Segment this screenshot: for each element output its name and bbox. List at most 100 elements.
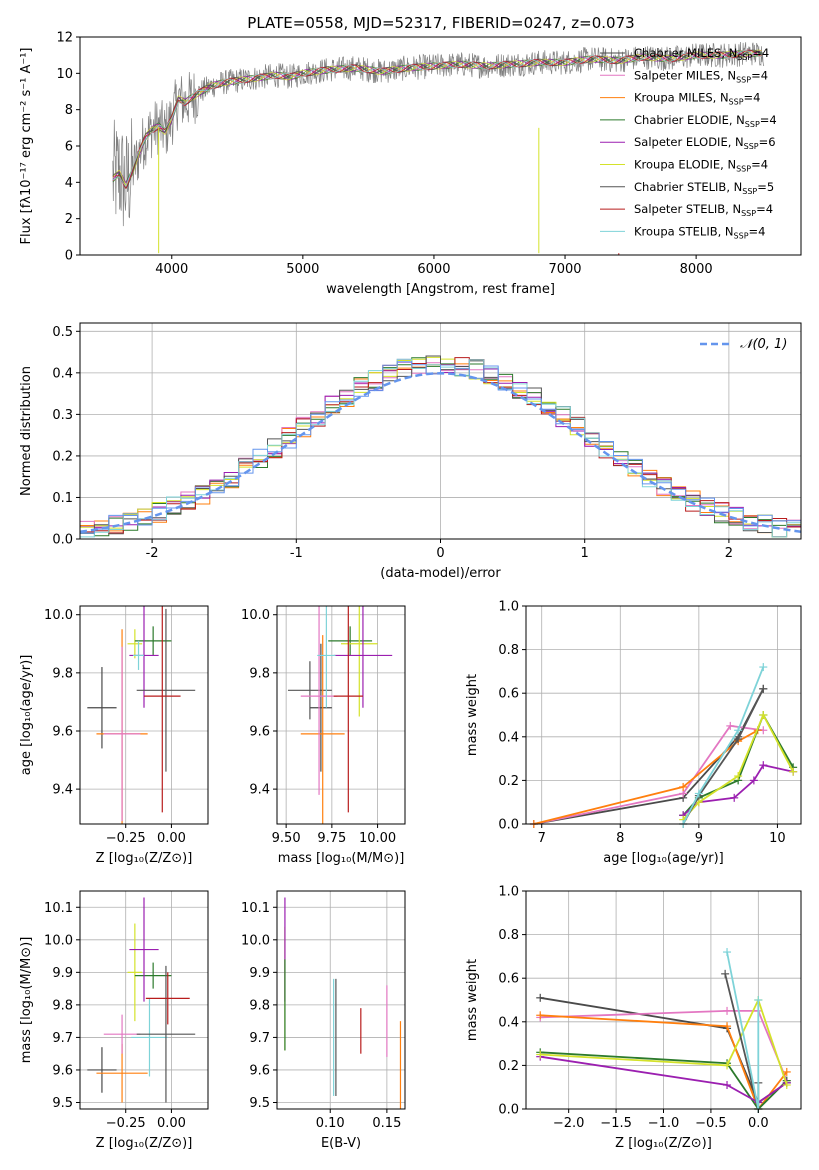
y-tick-label: 0.1 <box>52 491 73 506</box>
massweight-vs-Z-chart: −2.0 −1.5 −1.0 −0.5 0.0 0.0 0.2 0.4 0.6 0.8 1.0 Z [… <box>465 885 802 1151</box>
series-line <box>724 973 760 1110</box>
legend-entry: Chabrier MILES, NSSP=4 <box>634 46 769 62</box>
series-line <box>540 1010 788 1082</box>
x-tick-label: 5000 <box>286 262 319 277</box>
y-tick-label: 0.0 <box>498 1103 519 1118</box>
spectrum-chart: 4000 5000 6000 7000 8000 0 2 4 6 8 10 12 wavelength … <box>19 31 802 297</box>
series-line <box>533 724 764 825</box>
model-line <box>112 50 762 187</box>
legend-entry: Salpeter ELODIE, NSSP=6 <box>634 135 776 151</box>
y-tick-label: 6 <box>65 140 73 155</box>
y-tick-label: 0.2 <box>498 1059 519 1074</box>
y-tick-label: 0.6 <box>498 687 519 702</box>
y-tick-label: 9.5 <box>249 1096 270 1111</box>
y-tick-label: 9.8 <box>249 998 270 1013</box>
y-tick-label: 0.4 <box>498 1015 519 1030</box>
legend-entry: Chabrier ELODIE, NSSP=4 <box>634 113 777 129</box>
x-tick-label: 0.10 <box>316 1116 345 1131</box>
y-tick-label: 0.2 <box>498 774 519 789</box>
model-line <box>112 49 762 189</box>
y-axis-label: Flux [fλ10⁻¹⁷ erg cm⁻² s⁻¹ A⁻¹] <box>19 48 34 245</box>
massweight-vs-age-chart: 7 8 9 10 0.0 0.2 0.4 0.6 0.8 1.0 age [log₁₀(age/yr… <box>465 600 802 866</box>
x-axis-label: mass [log₁₀(M/M⊙)] <box>278 851 405 866</box>
y-tick-label: 0.4 <box>498 730 519 745</box>
x-tick-label: 4000 <box>155 262 188 277</box>
normal-reference-curve <box>80 372 801 533</box>
y-tick-label: 0.8 <box>498 643 519 658</box>
age-vs-mass-data <box>287 606 393 824</box>
y-tick-label: 10.0 <box>44 933 73 948</box>
x-tick-label: 0.15 <box>372 1116 401 1131</box>
y-axis-label: age [log₁₀(age/yr)] <box>19 655 34 776</box>
y-axis-label: Normed distribution <box>19 366 34 496</box>
y-tick-label: 1.0 <box>498 885 519 900</box>
mass-vs-Z-chart: −0.25 0.00 9.5 9.6 9.7 9.8 9.9 10.0 10.1 Z [log₁₀… <box>19 890 209 1151</box>
axes-frame <box>276 605 406 825</box>
mass-vs-Z-data <box>87 897 196 1103</box>
axes-frame <box>276 890 406 1110</box>
x-tick-label: 2 <box>725 546 733 561</box>
x-tick-label: −0.25 <box>106 831 146 846</box>
y-tick-label: 2 <box>65 212 73 227</box>
series-line <box>682 688 765 825</box>
y-tick-label: 0.4 <box>52 366 73 381</box>
model-line <box>112 50 762 183</box>
x-tick-label: 0.00 <box>157 831 186 846</box>
y-tick-label: 10.1 <box>241 901 270 916</box>
mass-vs-EBV-data <box>284 897 402 1109</box>
model-line <box>112 49 762 187</box>
y-tick-label: 0.2 <box>52 449 73 464</box>
x-axis-label: (data-model)/error <box>380 566 501 581</box>
x-axis-label: Z [log₁₀(Z/Z⊙)] <box>615 1136 712 1151</box>
x-axis-label: Z [log₁₀(Z/Z⊙)] <box>96 1136 193 1151</box>
figure-title: PLATE=0558, MJD=52317, FIBERID=0247, z=0… <box>247 14 634 32</box>
x-tick-label: −1.5 <box>600 1116 632 1131</box>
y-tick-label: 9.9 <box>52 966 73 981</box>
y-tick-label: 9.8 <box>249 666 270 681</box>
y-axis-label: mass [log₁₀(M/M⊙)] <box>19 937 34 1064</box>
spectrum-legend: Chabrier MILES, NSSP=4 Salpeter MILES, NS… <box>600 46 777 240</box>
y-tick-label: 10.0 <box>241 608 270 623</box>
y-tick-label: 9.7 <box>52 1031 73 1046</box>
legend-entry: 𝒩(0, 1) <box>740 337 787 352</box>
y-axis-label: mass weight <box>465 674 480 756</box>
series-line <box>682 666 765 825</box>
y-tick-label: 9.8 <box>52 666 73 681</box>
series-line <box>540 1055 788 1104</box>
legend-entry: Kroupa STELIB, NSSP=4 <box>634 224 765 240</box>
y-tick-label: 9.6 <box>249 1063 270 1078</box>
x-tick-label: 0 <box>436 546 444 561</box>
age-vs-Z-data <box>87 606 196 824</box>
legend-entry: Chabrier STELIB, NSSP=5 <box>634 180 774 196</box>
y-tick-label: 0.3 <box>52 408 73 423</box>
series-line <box>540 1014 788 1111</box>
x-tick-label: 9.75 <box>317 831 346 846</box>
x-axis-label: wavelength [Angstrom, rest frame] <box>326 282 555 297</box>
x-tick-label: −0.5 <box>695 1116 727 1131</box>
x-axis-label: Z [log₁₀(Z/Z⊙)] <box>96 851 193 866</box>
x-tick-label: 10.00 <box>359 831 396 846</box>
y-tick-label: 1.0 <box>498 600 519 615</box>
age-vs-Z-chart: −0.25 0.00 9.4 9.6 9.8 10.0 Z [log₁₀(Z/Z⊙)] age… <box>19 605 209 866</box>
y-tick-label: 9.6 <box>52 724 73 739</box>
y-tick-label: 10.0 <box>44 608 73 623</box>
y-tick-label: 0.8 <box>498 928 519 943</box>
legend-entry: Salpeter STELIB, NSSP=4 <box>634 202 773 218</box>
series-line <box>533 729 759 825</box>
y-tick-label: 10.0 <box>241 933 270 948</box>
x-tick-label: 7 <box>538 831 546 846</box>
residuals-chart: -2 -1 0 1 2 0.0 0.1 0.2 0.3 0.4 0.5 (data-model)/er… <box>19 322 802 581</box>
y-axis-label: mass weight <box>465 959 480 1041</box>
x-tick-label: 7000 <box>548 262 581 277</box>
axes-frame <box>79 605 209 825</box>
x-tick-label: 10 <box>769 831 786 846</box>
mass-vs-EBV-chart: 0.10 0.15 9.5 9.6 9.7 9.8 9.9 10.0 10.1 E(B-V) <box>241 890 406 1151</box>
y-tick-label: 0 <box>65 249 73 264</box>
legend-entry: Salpeter MILES, NSSP=4 <box>634 68 768 84</box>
y-tick-label: 0.0 <box>498 818 519 833</box>
legend-entry: Kroupa MILES, NSSP=4 <box>634 91 760 107</box>
residual-data <box>80 355 801 539</box>
y-tick-label: 9.6 <box>249 724 270 739</box>
x-tick-label: 9.50 <box>272 831 301 846</box>
y-tick-label: 10.1 <box>44 901 73 916</box>
